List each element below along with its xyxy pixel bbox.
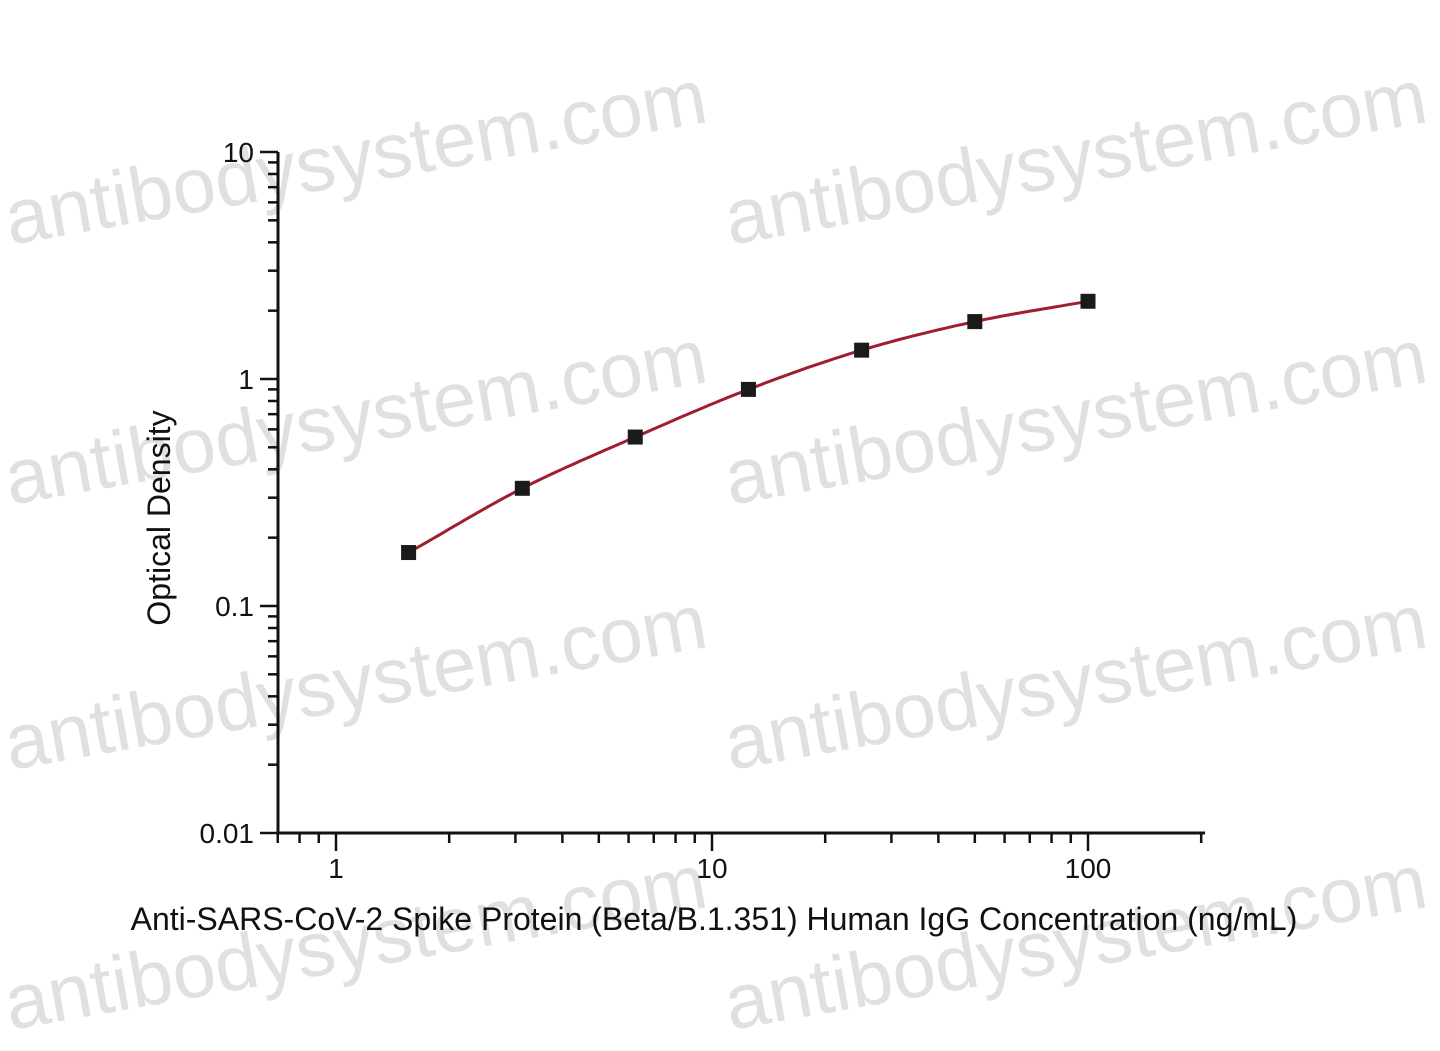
y-tick-label: 0.1 <box>215 591 254 622</box>
data-point <box>967 314 983 330</box>
x-tick-label: 100 <box>1065 853 1112 884</box>
data-point <box>401 545 417 561</box>
y-axis-title: Optical Density <box>141 410 177 625</box>
watermark-text: antibodysystem.com <box>0 577 713 787</box>
data-points <box>401 293 1096 561</box>
watermark-text: antibodysystem.com <box>718 52 1433 262</box>
watermark-text: antibodysystem.com <box>718 312 1433 522</box>
watermark-text: antibodysystem.com <box>0 837 713 1046</box>
y-tick-label: 0.01 <box>200 818 255 849</box>
data-point <box>514 480 530 496</box>
y-tick-label: 1 <box>238 364 254 395</box>
x-tick-label: 1 <box>328 853 344 884</box>
tick-labels: 1 10 100 0.01 0.1 1 10 <box>200 137 1112 884</box>
watermark-text: antibodysystem.com <box>718 577 1433 787</box>
watermark-text: antibodysystem.com <box>0 312 713 522</box>
watermark-text: antibodysystem.com <box>0 52 713 262</box>
axes <box>260 150 1205 851</box>
watermark-layer: antibodysystem.com antibodysystem.comanti… <box>0 52 1433 1047</box>
data-point <box>740 381 756 397</box>
data-point <box>1080 293 1096 309</box>
x-axis-title: Anti-SARS-CoV-2 Spike Protein (Beta/B.1.… <box>131 901 1298 937</box>
data-point <box>627 429 643 445</box>
y-tick-label: 10 <box>223 137 254 168</box>
x-tick-label: 10 <box>696 853 727 884</box>
data-point <box>854 342 870 358</box>
